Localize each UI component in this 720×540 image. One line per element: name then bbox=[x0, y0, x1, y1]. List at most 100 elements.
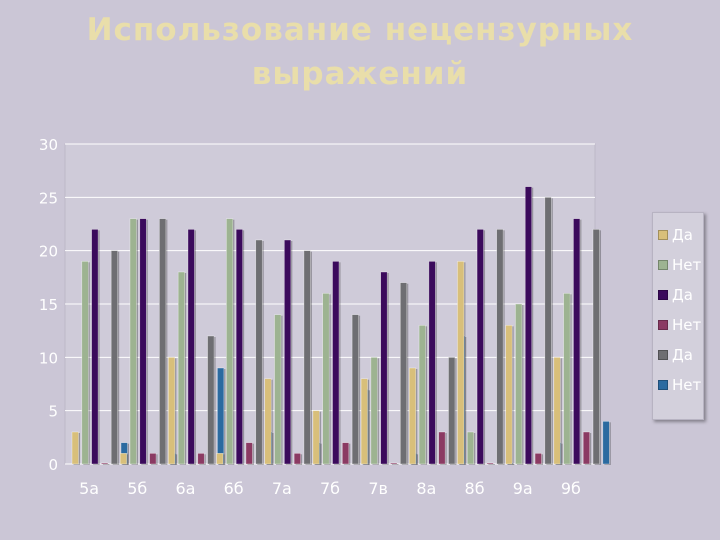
bar bbox=[284, 239, 292, 465]
legend-item: Нет bbox=[658, 315, 701, 335]
slide-title-line-1: Использование нецензурных bbox=[86, 12, 634, 48]
bar-shadow bbox=[391, 464, 399, 465]
bar bbox=[476, 229, 484, 465]
legend-swatch bbox=[658, 290, 668, 300]
legend-label: Да bbox=[672, 346, 693, 364]
legend-swatch bbox=[658, 230, 668, 240]
bar bbox=[563, 293, 571, 465]
bar bbox=[534, 453, 542, 465]
legend-item: Нет bbox=[658, 375, 701, 395]
legend-label: Да bbox=[672, 286, 693, 304]
x-axis-ticks: 5а 5б 6а 6б 7а 7б 7в 8а 8б 9а 9б bbox=[79, 479, 581, 498]
bar bbox=[351, 314, 359, 465]
legend-item: Да bbox=[658, 225, 693, 245]
x-tick-label: 9б bbox=[561, 479, 581, 498]
legend-item: Да bbox=[658, 345, 693, 365]
bar bbox=[207, 335, 215, 465]
bar bbox=[332, 261, 340, 465]
legend-label: Нет bbox=[672, 376, 702, 394]
bar bbox=[264, 378, 272, 465]
bar bbox=[496, 229, 504, 465]
bar-shadow bbox=[488, 464, 495, 465]
bar bbox=[81, 261, 89, 465]
bar bbox=[245, 442, 253, 465]
x-tick-label: 5б bbox=[127, 479, 147, 498]
y-tick-label: 30 bbox=[39, 136, 58, 154]
bars bbox=[71, 186, 611, 466]
bar bbox=[168, 357, 176, 465]
bar bbox=[592, 229, 600, 465]
x-tick-label: 7в bbox=[368, 479, 388, 498]
bar bbox=[274, 314, 282, 465]
legend-swatch bbox=[658, 320, 668, 330]
y-tick-label: 25 bbox=[39, 189, 58, 207]
bar-shadow bbox=[507, 464, 515, 465]
bar bbox=[544, 197, 552, 465]
x-tick-label: 6б bbox=[224, 479, 244, 498]
bar bbox=[582, 431, 591, 465]
bar bbox=[466, 431, 475, 465]
bar bbox=[197, 453, 205, 465]
legend-swatch bbox=[658, 350, 668, 360]
bar bbox=[177, 271, 185, 465]
bar bbox=[255, 239, 263, 465]
legend-label: Нет bbox=[672, 256, 702, 274]
bar bbox=[448, 357, 456, 465]
legend: Да Нет Да Нет Да Нет bbox=[652, 212, 704, 420]
bar bbox=[101, 462, 109, 465]
legend-swatch bbox=[658, 380, 668, 390]
x-tick-label: 6а bbox=[175, 479, 195, 498]
y-tick-label: 20 bbox=[39, 243, 58, 261]
bar bbox=[303, 250, 311, 465]
bar bbox=[408, 367, 417, 465]
bar bbox=[418, 325, 426, 465]
legend-swatch bbox=[658, 260, 668, 270]
legend-label: Нет bbox=[672, 316, 702, 334]
bar bbox=[235, 229, 243, 465]
slide-title: Использование нецензурных выражений bbox=[0, 8, 720, 96]
x-tick-label: 7а bbox=[272, 479, 292, 498]
bar bbox=[226, 218, 234, 465]
bar bbox=[505, 325, 513, 465]
x-tick-label: 8а bbox=[416, 479, 436, 498]
bar bbox=[399, 282, 408, 465]
x-tick-label: 8б bbox=[465, 479, 485, 498]
y-tick-label: 0 bbox=[48, 456, 58, 474]
bar bbox=[515, 303, 523, 465]
legend-item: Да bbox=[658, 285, 693, 305]
bar bbox=[438, 431, 446, 465]
bar bbox=[91, 229, 99, 465]
bar bbox=[524, 186, 533, 465]
y-tick-label: 5 bbox=[48, 403, 58, 421]
x-tick-label: 5а bbox=[79, 479, 99, 498]
bar bbox=[602, 421, 610, 465]
bar bbox=[573, 218, 581, 465]
bar bbox=[370, 357, 378, 465]
bar bbox=[119, 453, 127, 465]
bar bbox=[216, 453, 224, 465]
bar bbox=[312, 410, 320, 465]
y-axis-ticks: 0 5 10 15 20 25 30 bbox=[39, 136, 58, 474]
legend-item: Нет bbox=[658, 255, 701, 275]
slide-title-line-2: выражений bbox=[251, 56, 469, 92]
bar bbox=[342, 442, 350, 465]
bar bbox=[159, 218, 167, 465]
bar bbox=[187, 229, 195, 465]
bar bbox=[217, 367, 225, 465]
bar bbox=[71, 431, 79, 465]
bar bbox=[390, 462, 398, 465]
bar bbox=[322, 293, 330, 465]
bar bbox=[553, 357, 561, 465]
bar bbox=[360, 378, 368, 465]
bar bbox=[110, 250, 118, 465]
x-tick-label: 9а bbox=[513, 479, 533, 498]
x-tick-label: 7б bbox=[320, 479, 340, 498]
bar-shadow bbox=[102, 464, 110, 465]
bar bbox=[129, 218, 137, 465]
bar bbox=[293, 453, 301, 465]
y-tick-label: 15 bbox=[39, 296, 58, 314]
bar bbox=[380, 271, 388, 465]
bar bbox=[139, 218, 147, 465]
legend-label: Да bbox=[672, 226, 693, 244]
